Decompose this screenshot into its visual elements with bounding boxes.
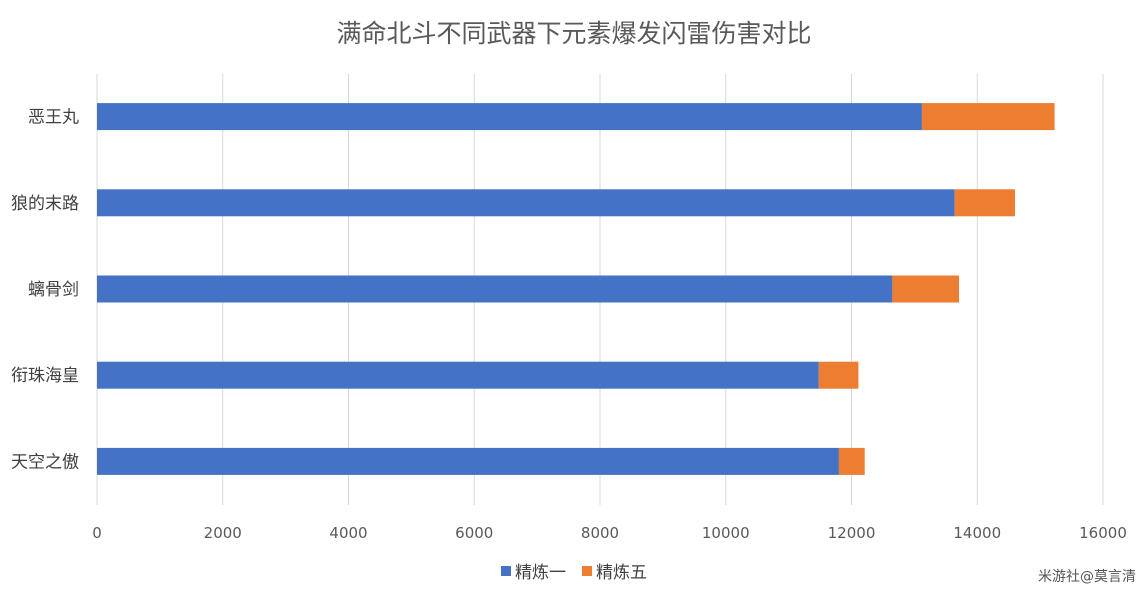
x-tick-label: 6000 bbox=[455, 524, 493, 542]
y-category-label: 恶王丸 bbox=[28, 108, 79, 128]
bar-segment-refine-1 bbox=[97, 447, 839, 475]
legend-item-refine-5: 精炼五 bbox=[582, 558, 647, 583]
chart-legend: 精炼一 精炼五 bbox=[0, 558, 1148, 583]
bar-segment-refine-1 bbox=[97, 275, 893, 303]
y-category-label: 衔珠海皇 bbox=[11, 366, 79, 386]
y-category-label: 狼的末路 bbox=[11, 194, 79, 214]
chart-title: 满命北斗不同武器下元素爆发闪雷伤害对比 bbox=[336, 19, 812, 48]
watermark: 米游社@莫言清 bbox=[1038, 569, 1136, 585]
legend-label-refine-5: 精炼五 bbox=[596, 563, 647, 583]
x-tick-label: 0 bbox=[92, 524, 102, 542]
y-category-label: 天空之傲 bbox=[11, 452, 79, 472]
bar-segment-refine-5 bbox=[818, 361, 859, 389]
legend-label-refine-1: 精炼一 bbox=[515, 563, 566, 583]
y-category-label: 螭骨剑 bbox=[28, 280, 79, 300]
bar-segment-refine-1 bbox=[97, 189, 955, 217]
legend-swatch-refine-5 bbox=[582, 565, 592, 576]
bar-segment-refine-5 bbox=[838, 447, 865, 475]
legend-swatch-refine-1 bbox=[501, 565, 511, 576]
x-tick-label: 12000 bbox=[828, 524, 876, 542]
bar-segment-refine-5 bbox=[954, 189, 1015, 217]
bar-segment-refine-5 bbox=[921, 103, 1055, 131]
bar-segment-refine-1 bbox=[97, 361, 819, 389]
x-tick-label: 14000 bbox=[953, 524, 1001, 542]
x-tick-label: 10000 bbox=[702, 524, 750, 542]
bar-segment-refine-5 bbox=[892, 275, 960, 303]
legend-item-refine-1: 精炼一 bbox=[501, 558, 566, 583]
bar-segment-refine-1 bbox=[97, 103, 922, 131]
x-tick-label: 4000 bbox=[329, 524, 367, 542]
x-tick-label: 8000 bbox=[581, 524, 619, 542]
x-tick-label: 2000 bbox=[204, 524, 242, 542]
x-tick-label: 16000 bbox=[1079, 524, 1127, 542]
